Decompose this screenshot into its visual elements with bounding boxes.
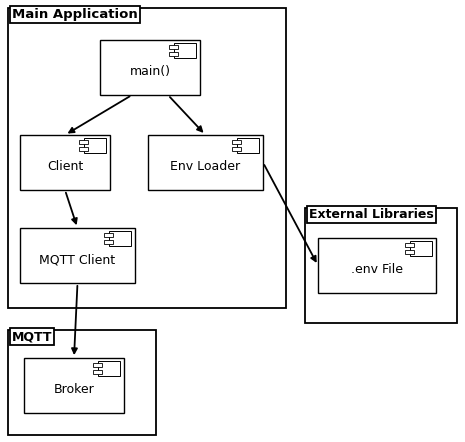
Bar — [84, 138, 106, 153]
Bar — [405, 243, 414, 248]
Text: MQTT Client: MQTT Client — [40, 253, 116, 267]
Bar — [93, 370, 102, 374]
Bar — [232, 147, 241, 151]
Text: Broker: Broker — [53, 383, 94, 396]
Bar — [100, 40, 200, 95]
Bar — [305, 208, 457, 323]
Bar — [105, 233, 113, 237]
Bar — [169, 52, 178, 56]
Bar — [8, 330, 156, 435]
Bar — [148, 135, 263, 190]
Bar — [93, 363, 102, 367]
Text: main(): main() — [129, 65, 171, 78]
Bar — [105, 240, 113, 244]
Bar — [20, 228, 135, 283]
Bar — [80, 147, 88, 151]
Bar — [109, 231, 131, 246]
Bar — [174, 43, 196, 58]
Bar — [405, 250, 414, 254]
Text: External Libraries: External Libraries — [309, 208, 434, 221]
Text: Env Loader: Env Loader — [171, 160, 240, 173]
Bar — [80, 140, 88, 145]
Bar — [318, 238, 436, 293]
Bar — [232, 140, 241, 145]
Text: MQTT: MQTT — [12, 330, 53, 343]
Bar — [237, 138, 259, 153]
Bar — [98, 361, 120, 376]
Bar — [410, 241, 432, 256]
Text: .env File: .env File — [351, 263, 403, 276]
Text: Main Application: Main Application — [12, 8, 138, 21]
Bar — [8, 8, 286, 308]
Bar — [24, 358, 124, 413]
Text: Client: Client — [47, 160, 83, 173]
Bar — [169, 45, 178, 50]
Bar — [20, 135, 110, 190]
